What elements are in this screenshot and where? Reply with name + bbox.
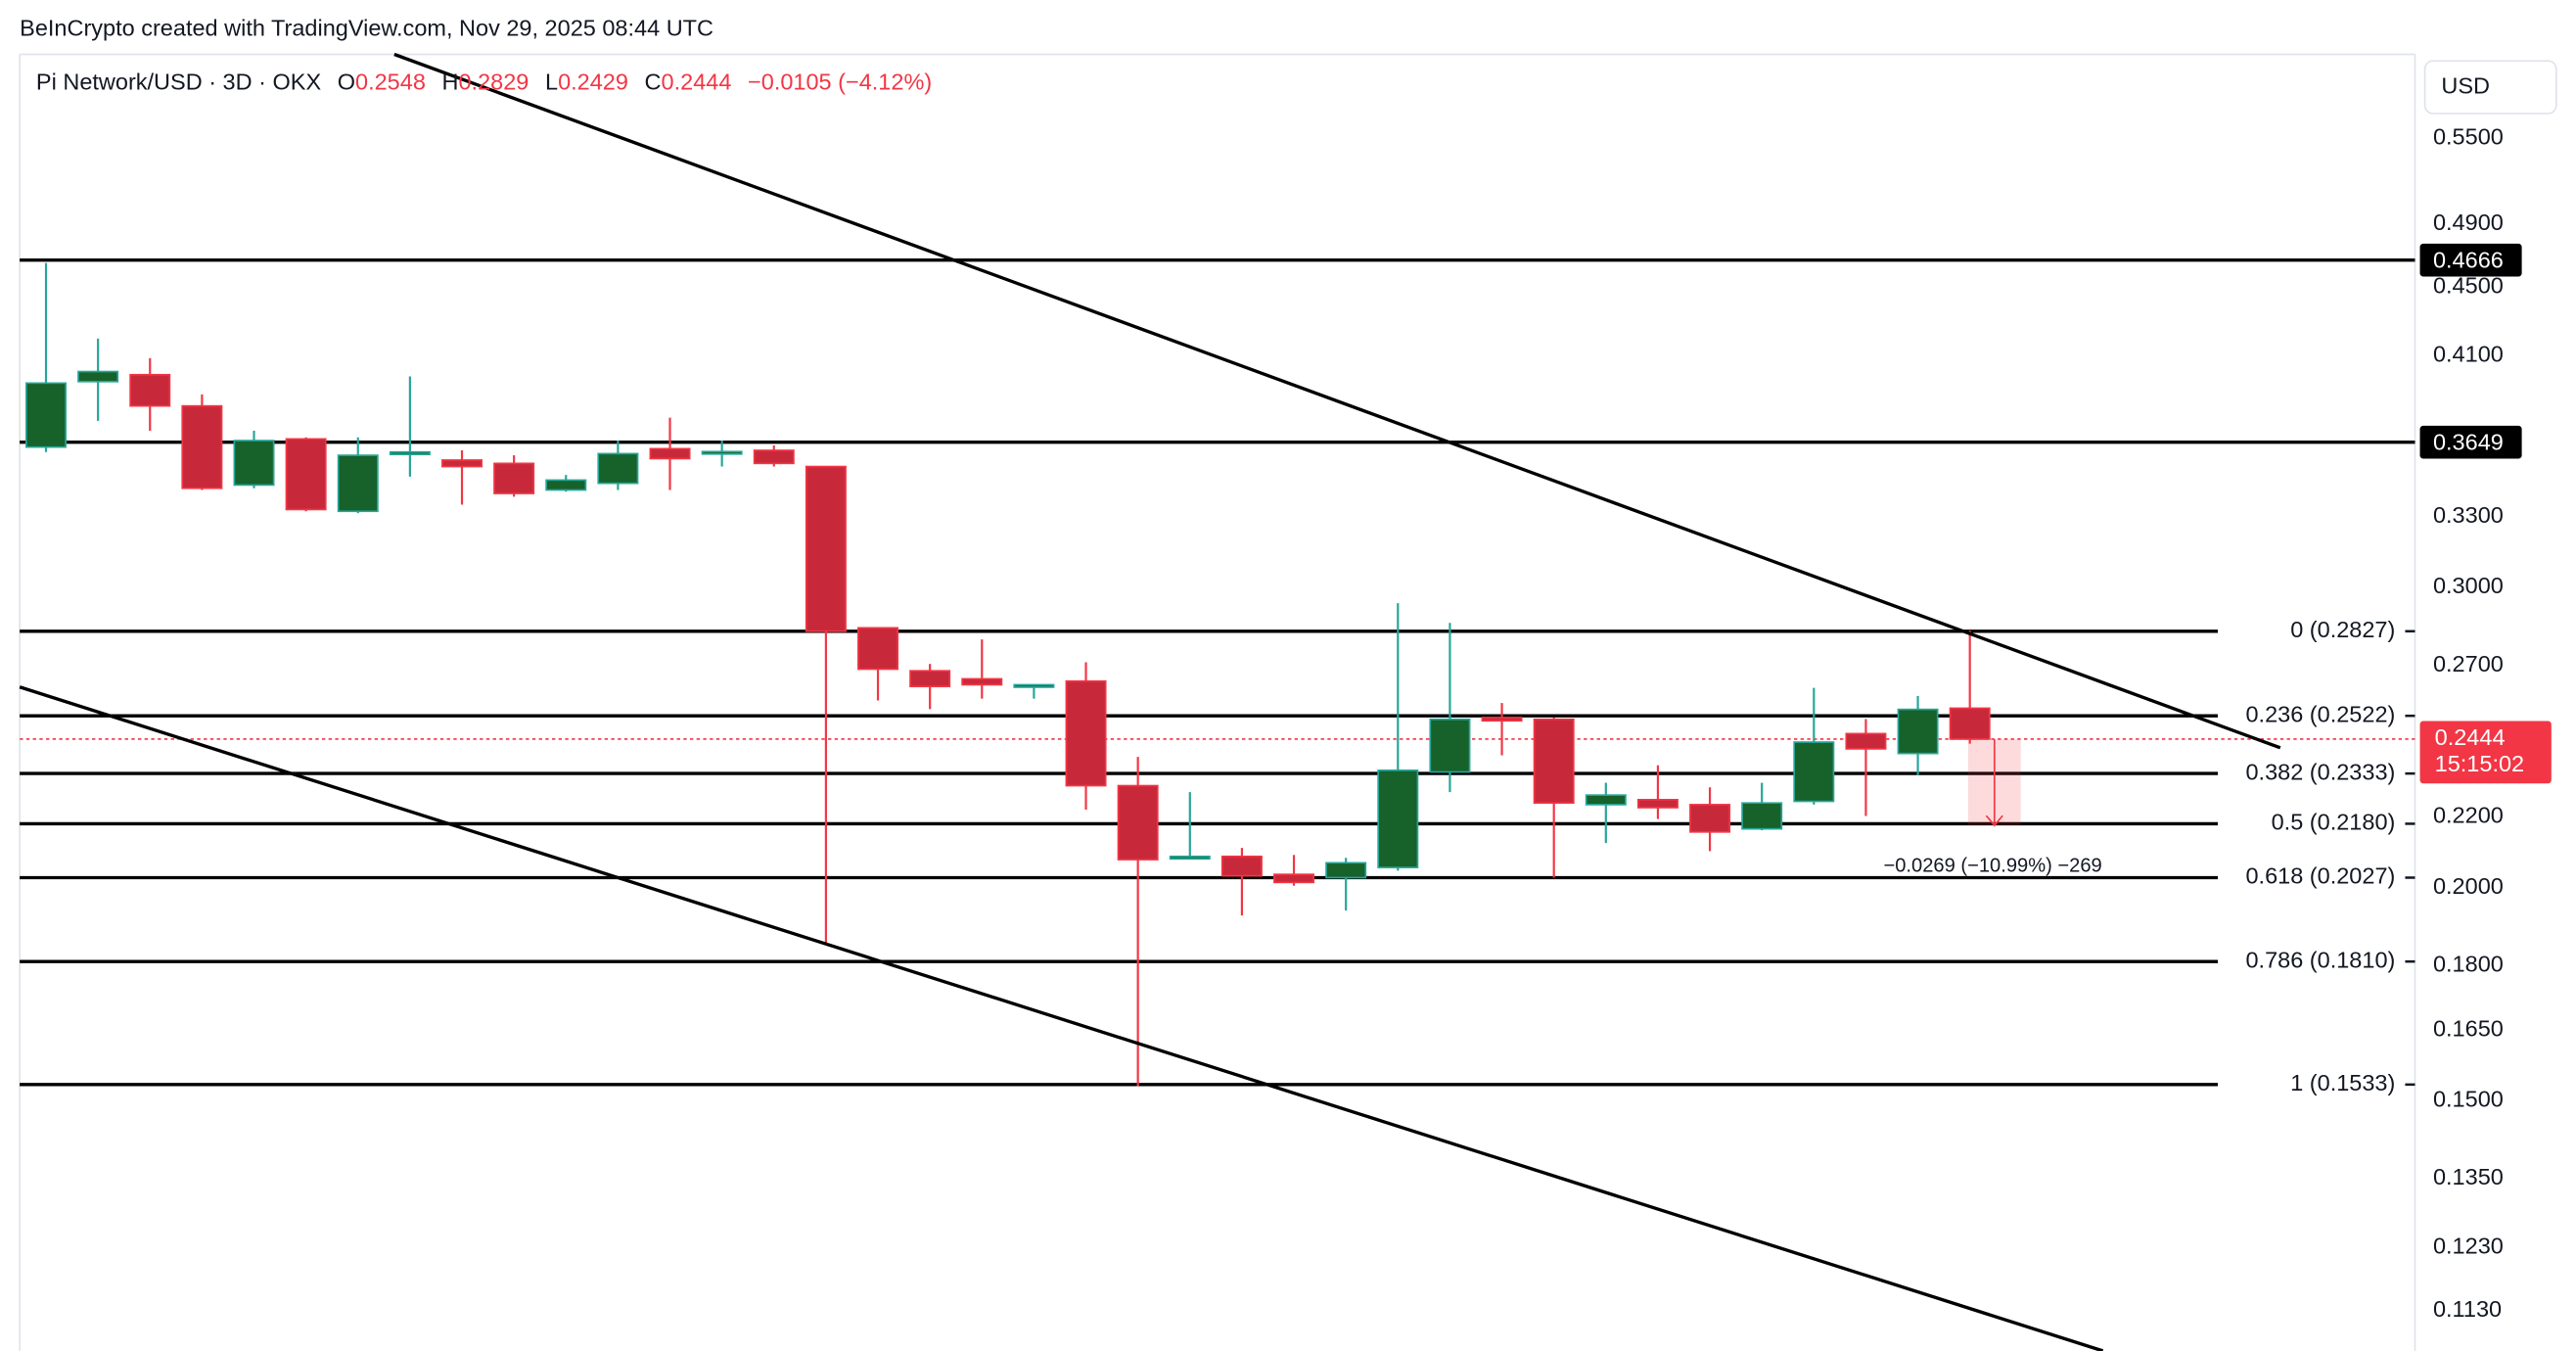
candle-body bbox=[649, 447, 691, 460]
ohlc-label: O bbox=[338, 70, 355, 95]
ohlc-value: 0.2429 bbox=[558, 70, 628, 95]
candle-body bbox=[493, 462, 535, 494]
ohlc-label: L bbox=[545, 70, 558, 95]
y-tick-label: 0.1350 bbox=[2433, 1164, 2504, 1189]
candle-body bbox=[389, 450, 431, 456]
candle-body bbox=[857, 627, 899, 671]
ohlc-label: H bbox=[442, 70, 459, 95]
candle-body bbox=[181, 404, 223, 489]
candle-body bbox=[285, 438, 327, 511]
fib-label: 0.618 (0.2027) bbox=[2245, 863, 2395, 889]
candle-body bbox=[233, 440, 275, 487]
y-tick-label: 0.1800 bbox=[2433, 952, 2504, 977]
candle-body bbox=[805, 465, 847, 632]
marks bbox=[20, 257, 2415, 1087]
y-tick-label: 0.1650 bbox=[2433, 1015, 2504, 1041]
candle-body bbox=[1117, 784, 1159, 861]
y-tick-label: 0.3300 bbox=[2433, 502, 2504, 528]
candle-body bbox=[1273, 873, 1315, 884]
candle-body bbox=[1949, 707, 1991, 740]
currency-button[interactable] bbox=[2423, 60, 2557, 115]
price-line-box bbox=[2419, 243, 2522, 277]
ohlc-value: 0.2444 bbox=[662, 70, 732, 95]
ohlc-value: 0.2829 bbox=[458, 70, 529, 95]
trendline bbox=[393, 52, 2281, 750]
y-tick-label: 0.5500 bbox=[2433, 123, 2504, 149]
candle-body bbox=[1741, 802, 1783, 830]
y-tick-label: 0.4500 bbox=[2433, 272, 2504, 298]
ohlc-value: 0.2548 bbox=[355, 70, 426, 95]
candle-body bbox=[1585, 794, 1627, 806]
candle-body bbox=[1065, 679, 1107, 787]
ohlc-label: C bbox=[645, 70, 662, 95]
candle-body bbox=[337, 454, 379, 513]
trendline bbox=[19, 685, 2104, 1351]
candle-body bbox=[1897, 708, 1939, 755]
candle-body bbox=[77, 370, 119, 383]
y-tick-label: 0.2000 bbox=[2433, 873, 2504, 899]
last-price-box bbox=[2419, 721, 2552, 784]
candle-body bbox=[1793, 741, 1835, 803]
candle-body bbox=[1689, 804, 1731, 833]
candle-body bbox=[597, 452, 639, 485]
change: −0.0105 (−4.12%) bbox=[748, 70, 932, 95]
candle-body bbox=[1845, 732, 1887, 750]
candle-body bbox=[961, 677, 1003, 686]
candle-body bbox=[129, 373, 171, 407]
symbol: Pi Network/USD · 3D · OKX bbox=[36, 70, 322, 95]
candle-body bbox=[753, 449, 795, 465]
candle-body bbox=[1533, 718, 1575, 805]
fib-label: 0.786 (0.1810) bbox=[2245, 947, 2395, 972]
fib-label: 1 (0.1533) bbox=[2290, 1070, 2395, 1095]
measure-arrow-head bbox=[1985, 815, 2003, 827]
y-tick-label: 0.3000 bbox=[2433, 573, 2504, 598]
price-line-label: 0.4666 bbox=[2433, 248, 2504, 273]
candle-body bbox=[1013, 683, 1055, 688]
candle-body bbox=[1220, 855, 1263, 877]
measure-label: −0.0269 (−10.99%) −269 bbox=[1883, 855, 2101, 876]
candle-body bbox=[1636, 799, 1679, 809]
y-tick-label: 0.2200 bbox=[2433, 803, 2504, 828]
candle-body bbox=[1429, 718, 1471, 773]
y-tick-label: 0.4900 bbox=[2433, 210, 2504, 235]
candle-body bbox=[1169, 855, 1211, 861]
fib-label: 0.236 (0.2522) bbox=[2245, 701, 2395, 726]
fib-label: 0.5 (0.2180) bbox=[2272, 810, 2396, 835]
y-tick-label: 0.2700 bbox=[2433, 651, 2504, 676]
fib-label: 0 (0.2827) bbox=[2290, 617, 2395, 642]
candle-body bbox=[1481, 717, 1523, 722]
countdown: 15:15:02 bbox=[2435, 751, 2524, 776]
y-tick-label: 0.1230 bbox=[2433, 1234, 2504, 1259]
price-line-label: 0.3649 bbox=[2433, 430, 2504, 455]
candle-body bbox=[25, 382, 67, 448]
legend: Pi Network/USD · 3D · OKX O0.2548 H0.282… bbox=[36, 70, 932, 95]
header: BeInCrypto created with TradingView.com,… bbox=[20, 16, 713, 41]
candle-body bbox=[545, 479, 587, 491]
candle-body bbox=[441, 459, 483, 468]
currency[interactable]: USD bbox=[2441, 72, 2490, 98]
y-tick-label: 0.4100 bbox=[2433, 342, 2504, 367]
candle-body bbox=[701, 450, 743, 455]
candle-body bbox=[909, 670, 951, 688]
candle-body bbox=[1377, 769, 1419, 868]
price-line-box bbox=[2419, 425, 2522, 459]
y-tick-label: 0.1130 bbox=[2433, 1296, 2502, 1322]
candle-body bbox=[1325, 862, 1367, 879]
y-tick-label: 0.1500 bbox=[2433, 1087, 2504, 1112]
last-price-label: 0.2444 bbox=[2435, 724, 2506, 750]
fib-label: 0.382 (0.2333) bbox=[2245, 759, 2395, 784]
